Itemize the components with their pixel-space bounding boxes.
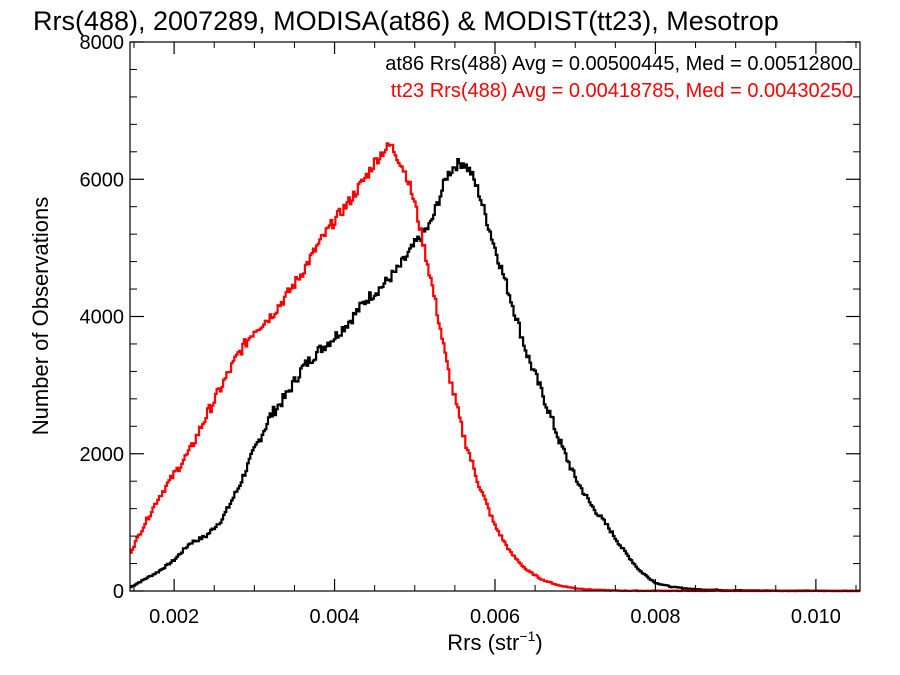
legend-entry-at86: at86 Rrs(488) Avg = 0.00500445, Med = 0.… [385, 53, 853, 75]
x-tick-label: 0.002 [149, 606, 199, 628]
y-tick-label: 8000 [80, 32, 125, 54]
legend-entry-tt23: tt23 Rrs(488) Avg = 0.00418785, Med = 0.… [391, 80, 853, 102]
y-tick-label: 6000 [80, 169, 125, 191]
y-tick-label: 0 [113, 581, 124, 603]
x-tick-label: 0.010 [791, 606, 841, 628]
series-line-tt23 [130, 142, 860, 593]
chart-title: Rrs(488), 2007289, MODISA(at86) & MODIST… [33, 6, 779, 36]
x-tick-label: 0.006 [470, 606, 520, 628]
plot-layer [130, 142, 860, 593]
x-tick-label: 0.008 [630, 606, 680, 628]
plot-frame [129, 41, 861, 592]
x-axis-label: Rrs (str−1) [447, 628, 542, 655]
y-tick-label: 2000 [80, 444, 125, 466]
axes-layer: 0.002 0.004 0.006 0.008 0.010 0 2000 4000 6000 80… [80, 32, 860, 628]
x-tick-label: 0.004 [310, 606, 360, 628]
y-axis-label: Number of Observations [28, 197, 53, 435]
y-tick-label: 4000 [80, 307, 125, 329]
